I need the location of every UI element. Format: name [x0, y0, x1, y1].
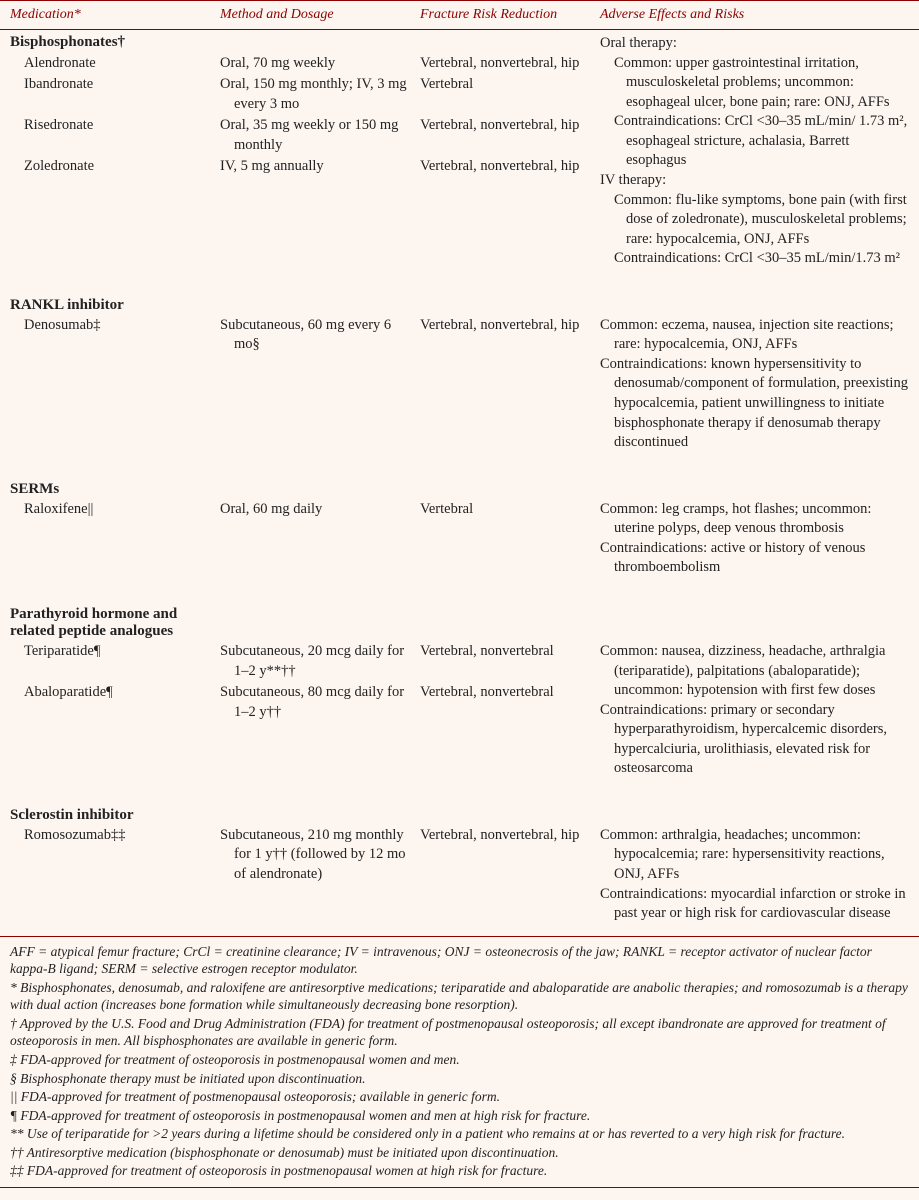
section-rankl: RANKL inhibitor Denosumab‡ Subcutaneous,…	[0, 293, 919, 453]
drug-row-denosumab: Denosumab‡ Subcutaneous, 60 mg every 6 m…	[10, 316, 600, 357]
section-serms: SERMs Raloxifene|| Oral, 60 mg daily Ver…	[0, 477, 919, 578]
drug-name: Denosumab‡	[10, 316, 220, 355]
drug-name: Teriparatide¶	[10, 642, 220, 681]
adverse-line: Contraindications: primary or secondary …	[600, 701, 909, 779]
section-sclerostin: Sclerostin inhibitor Romosozumab‡‡ Subcu…	[0, 803, 919, 936]
section-title-bisphosphonates: Bisphosphonates†	[10, 34, 220, 54]
drug-name: Ibandronate	[10, 75, 220, 114]
footnote-ddaggerd: †† Antiresorptive medication (bisphospho…	[10, 1144, 909, 1162]
drug-method: Oral, 60 mg daily	[220, 500, 420, 520]
drug-fracture: Vertebral, nonvertebral, hip	[420, 54, 600, 74]
drug-fracture: Vertebral, nonvertebral, hip	[420, 316, 600, 355]
footnotes-block: AFF = atypical femur fracture; CrCl = cr…	[0, 936, 919, 1188]
section-bisphosphonates: Bisphosphonates† Oral therapy: Alendrona…	[0, 30, 919, 269]
drug-method: Oral, 35 mg weekly or 150 mg monthly	[220, 116, 420, 155]
section-title-pth: Parathyroid hormone and related peptide …	[10, 606, 220, 642]
adverse-line: Contraindications: myocardial infarction…	[600, 885, 909, 924]
drug-row-zoledronate: Zoledronate IV, 5 mg annually Vertebral,…	[10, 157, 600, 179]
drug-row-romosozumab: Romosozumab‡‡ Subcutaneous, 210 mg month…	[10, 826, 600, 887]
footnote-pipes: || FDA-approved for treatment of postmen…	[10, 1088, 909, 1106]
drug-row-alendronate: Alendronate Oral, 70 mg weekly Vertebral…	[10, 54, 600, 76]
drug-method: Oral, 150 mg monthly; IV, 3 mg every 3 m…	[220, 75, 420, 114]
drug-name: Abaloparatide¶	[10, 683, 220, 722]
adverse-rankl: Common: eczema, nausea, injection site r…	[600, 316, 909, 453]
header-adverse: Adverse Effects and Risks	[600, 7, 909, 23]
footnote-ddagger: ‡ FDA-approved for treatment of osteopor…	[10, 1051, 909, 1069]
footnote-section: § Bisphosphonate therapy must be initiat…	[10, 1070, 909, 1088]
adverse-bisphosphonates: Common: upper gastrointestinal irritatio…	[600, 54, 909, 269]
drug-row-ibandronate: Ibandronate Oral, 150 mg monthly; IV, 3 …	[10, 75, 600, 116]
adverse-line: Common: leg cramps, hot flashes; uncommo…	[600, 500, 909, 539]
drug-method: Subcutaneous, 80 mcg daily for 1–2 y††	[220, 683, 420, 722]
drug-method: Oral, 70 mg weekly	[220, 54, 420, 74]
drug-name: Romosozumab‡‡	[10, 826, 220, 885]
adverse-pth: Common: nausea, dizziness, headache, art…	[600, 642, 909, 779]
footnote-dddagger: ‡‡ FDA-approved for treatment of osteopo…	[10, 1162, 909, 1180]
adverse-line: Common: nausea, dizziness, headache, art…	[600, 642, 909, 701]
drug-row-raloxifene: Raloxifene|| Oral, 60 mg daily Vertebral	[10, 500, 600, 522]
drug-name: Alendronate	[10, 54, 220, 74]
footnote-dstar: ** Use of teriparatide for >2 years duri…	[10, 1125, 909, 1143]
drug-fracture: Vertebral	[420, 500, 600, 520]
adverse-sclerostin: Common: arthralgia, headaches; uncommon:…	[600, 826, 909, 924]
drug-name: Risedronate	[10, 116, 220, 155]
drug-row-abaloparatide: Abaloparatide¶ Subcutaneous, 80 mcg dail…	[10, 683, 600, 724]
adverse-line: Contraindications: CrCl <30–35 mL/min/ 1…	[600, 112, 909, 171]
drug-name: Raloxifene||	[10, 500, 220, 520]
adverse-line: Contraindications: CrCl <30–35 mL/min/1.…	[600, 249, 909, 269]
footnote-dagger: † Approved by the U.S. Food and Drug Adm…	[10, 1015, 909, 1050]
drug-method: IV, 5 mg annually	[220, 157, 420, 177]
adverse-iv-therapy-label: IV therapy:	[600, 171, 909, 191]
section-title-rankl: RANKL inhibitor	[10, 297, 909, 316]
drug-fracture: Vertebral	[420, 75, 600, 114]
medication-table: Medication* Method and Dosage Fracture R…	[0, 0, 919, 1188]
footnote-abbrev: AFF = atypical femur fracture; CrCl = cr…	[10, 943, 909, 978]
drug-name: Zoledronate	[10, 157, 220, 177]
table-header-row: Medication* Method and Dosage Fracture R…	[0, 1, 919, 30]
drug-fracture: Vertebral, nonvertebral	[420, 642, 600, 681]
adverse-line: Common: arthralgia, headaches; uncommon:…	[600, 826, 909, 885]
drug-row-teriparatide: Teriparatide¶ Subcutaneous, 20 mcg daily…	[10, 642, 600, 683]
drug-method: Subcutaneous, 210 mg monthly for 1 y†† (…	[220, 826, 420, 885]
footnote-pilcrow: ¶ FDA-approved for treatment of osteopor…	[10, 1107, 909, 1125]
adverse-line: Common: eczema, nausea, injection site r…	[600, 316, 909, 355]
drug-fracture: Vertebral, nonvertebral, hip	[420, 116, 600, 155]
drug-fracture: Vertebral, nonvertebral, hip	[420, 826, 600, 885]
adverse-line: Common: upper gastrointestinal irritatio…	[600, 54, 909, 113]
header-fracture: Fracture Risk Reduction	[420, 7, 600, 23]
drug-row-risedronate: Risedronate Oral, 35 mg weekly or 150 mg…	[10, 116, 600, 157]
adverse-line: Contraindications: known hypersensitivit…	[600, 355, 909, 453]
adverse-line: Contraindications: active or history of …	[600, 539, 909, 578]
drug-method: Subcutaneous, 60 mg every 6 mo§	[220, 316, 420, 355]
header-medication: Medication*	[10, 7, 220, 23]
adverse-line: Common: flu-like symptoms, bone pain (wi…	[600, 191, 909, 250]
drug-method: Subcutaneous, 20 mcg daily for 1–2 y**††	[220, 642, 420, 681]
drug-fracture: Vertebral, nonvertebral, hip	[420, 157, 600, 177]
section-title-serms: SERMs	[10, 481, 909, 500]
section-pth: Parathyroid hormone and related peptide …	[0, 602, 919, 779]
section-title-sclerostin: Sclerostin inhibitor	[10, 807, 909, 826]
footnote-star: * Bisphosphonates, denosumab, and raloxi…	[10, 979, 909, 1014]
header-method: Method and Dosage	[220, 7, 420, 23]
adverse-serms: Common: leg cramps, hot flashes; uncommo…	[600, 500, 909, 578]
adverse-oral-therapy-label: Oral therapy:	[600, 34, 909, 54]
drug-fracture: Vertebral, nonvertebral	[420, 683, 600, 722]
